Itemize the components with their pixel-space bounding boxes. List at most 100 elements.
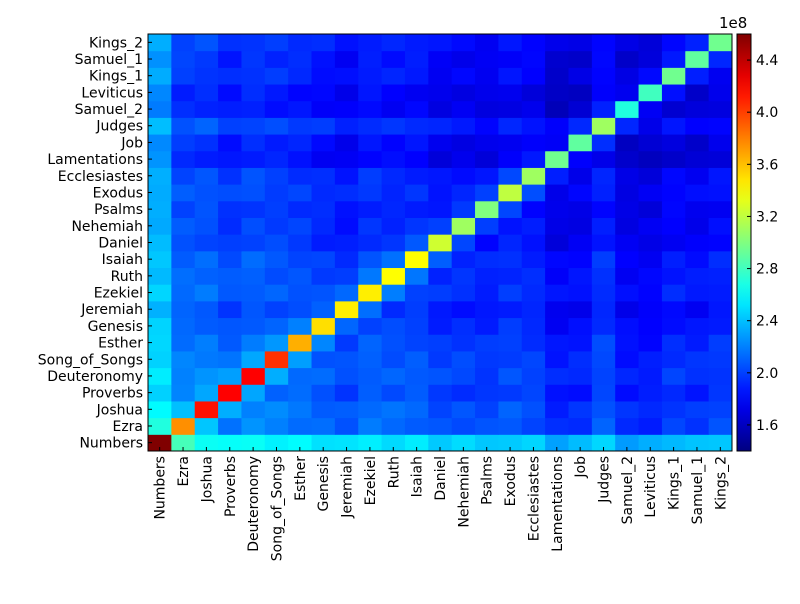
heatmap-cell xyxy=(615,150,640,168)
x-tick-label: Psalms xyxy=(480,456,496,505)
heatmap-cell xyxy=(288,384,313,402)
y-tick-label: Numbers xyxy=(79,436,143,452)
heatmap-cell xyxy=(591,284,616,302)
heatmap-cell xyxy=(381,284,406,302)
heatmap-cell xyxy=(171,334,196,352)
heatmap-cell xyxy=(264,34,289,52)
y-tick-label: Genesis xyxy=(88,319,143,335)
heatmap-cell xyxy=(475,200,499,218)
heatmap-cell xyxy=(171,84,196,102)
heatmap-cell xyxy=(381,350,406,369)
colorbar-tick-label: 2.8 xyxy=(756,262,778,278)
heatmap-cell xyxy=(545,267,569,285)
heatmap-cell xyxy=(148,300,172,319)
heatmap-cell xyxy=(451,417,476,435)
heatmap-cell xyxy=(708,184,733,202)
heatmap-cell xyxy=(708,67,733,85)
heatmap-cell xyxy=(241,434,266,452)
heatmap-cell xyxy=(288,284,313,302)
heatmap-cell xyxy=(148,150,172,168)
heatmap-cell xyxy=(708,117,733,135)
heatmap-cell xyxy=(264,434,289,452)
heatmap-cell xyxy=(288,434,313,452)
colorbar-tick-label: 4.0 xyxy=(756,105,778,121)
heatmap-cell xyxy=(545,100,569,118)
heatmap-cell xyxy=(428,400,453,419)
heatmap-cell xyxy=(171,217,196,235)
heatmap-cell xyxy=(591,234,616,252)
heatmap-cell xyxy=(311,167,336,185)
heatmap-cell xyxy=(568,150,593,168)
heatmap-cell xyxy=(661,350,686,369)
heatmap-cell xyxy=(638,84,663,102)
heatmap-cell xyxy=(428,67,453,85)
heatmap-cell xyxy=(381,134,406,152)
heatmap-cell xyxy=(568,334,593,352)
heatmap-cell xyxy=(568,367,593,385)
heatmap-cell xyxy=(358,134,383,152)
heatmap-cell xyxy=(194,67,219,85)
heatmap-cell xyxy=(661,250,686,269)
heatmap-cell xyxy=(428,417,453,435)
heatmap-cell xyxy=(288,167,313,185)
heatmap-cell xyxy=(428,284,453,302)
heatmap-cell xyxy=(685,134,710,152)
heatmap-cell xyxy=(591,434,616,452)
heatmap-cell xyxy=(498,117,523,135)
heatmap-cell xyxy=(358,384,383,402)
heatmap-cell xyxy=(545,84,569,102)
heatmap-cell xyxy=(194,234,219,252)
heatmap-cell xyxy=(638,67,663,85)
heatmap-cell xyxy=(685,184,710,202)
heatmap-cell xyxy=(241,167,266,185)
heatmap-cell xyxy=(498,417,523,435)
heatmap-cell xyxy=(311,400,336,419)
heatmap-cell xyxy=(171,367,196,385)
heatmap-cell xyxy=(568,434,593,452)
heatmap-cell xyxy=(685,267,710,285)
heatmap-cell xyxy=(241,350,266,369)
heatmap-cell xyxy=(428,50,453,68)
heatmap-cell xyxy=(288,117,313,135)
heatmap-cell xyxy=(148,317,172,335)
heatmap-cell xyxy=(311,100,336,118)
heatmap-cell xyxy=(451,200,476,218)
heatmap-cell xyxy=(241,400,266,419)
heatmap-cell xyxy=(638,150,663,168)
heatmap-cell xyxy=(685,67,710,85)
heatmap-cell xyxy=(615,417,640,435)
heatmap-cell xyxy=(241,84,266,102)
heatmap-cell xyxy=(638,50,663,68)
heatmap-cell xyxy=(334,350,359,369)
heatmap-cell xyxy=(264,400,289,419)
heatmap-cell xyxy=(638,384,663,402)
heatmap-cell xyxy=(545,117,569,135)
heatmap-cell xyxy=(685,50,710,68)
heatmap-cells xyxy=(148,34,733,452)
heatmap-cell xyxy=(521,284,546,302)
x-tick-label: Kings_2 xyxy=(713,456,729,510)
heatmap-cell xyxy=(311,284,336,302)
colorbar-tick-label: 3.2 xyxy=(756,209,778,225)
heatmap-cell xyxy=(381,150,406,168)
heatmap-cell xyxy=(358,317,383,335)
heatmap-cell xyxy=(148,267,172,285)
heatmap-cell xyxy=(638,217,663,235)
heatmap-cell xyxy=(218,400,242,419)
heatmap-cell xyxy=(708,234,733,252)
heatmap-cell xyxy=(218,150,242,168)
heatmap-cell xyxy=(148,67,172,85)
y-tick-label: Joshua xyxy=(96,402,143,418)
heatmap-cell xyxy=(708,284,733,302)
heatmap-cell xyxy=(194,284,219,302)
heatmap-cell xyxy=(194,417,219,435)
heatmap-cell xyxy=(545,367,569,385)
heatmap-cell xyxy=(404,117,429,135)
heatmap-cell xyxy=(194,384,219,402)
heatmap-cell xyxy=(451,300,476,319)
heatmap-cell xyxy=(288,134,313,152)
y-tick-label: Song_of_Songs xyxy=(38,352,143,368)
heatmap-cell xyxy=(545,334,569,352)
heatmap-cell xyxy=(194,267,219,285)
heatmap-cell xyxy=(638,200,663,218)
